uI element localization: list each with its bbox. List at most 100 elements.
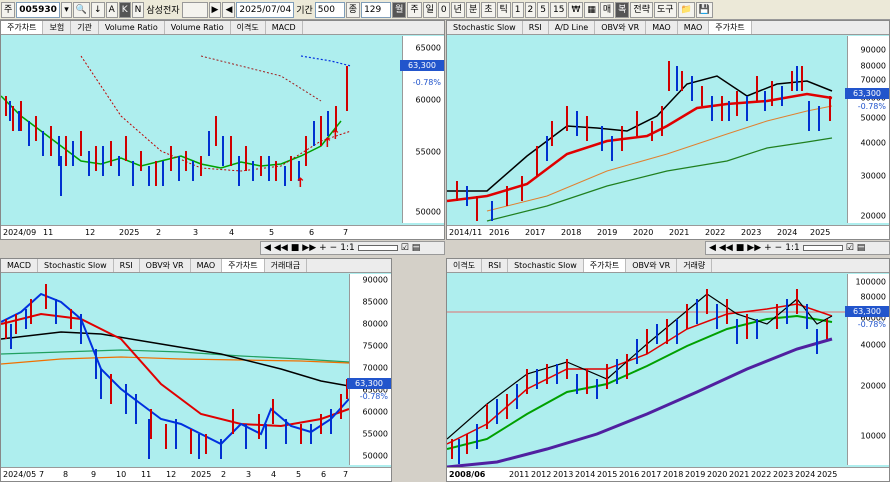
chart-panel-bottom-right[interactable]: 이격도 RSI Stochastic Slow 주가차트 OBV와 VR 거래량… bbox=[446, 258, 890, 482]
tab-mao[interactable]: MAO bbox=[191, 259, 223, 272]
scroll-left-icon[interactable]: ◀ bbox=[264, 243, 271, 253]
period-input[interactable]: 500 bbox=[314, 1, 345, 18]
btn-a[interactable]: A bbox=[105, 1, 118, 18]
date-input[interactable]: 2025/07/04 bbox=[236, 1, 295, 18]
tab-price-chart[interactable]: 주가차트 bbox=[583, 259, 627, 272]
tab-stochastic[interactable]: Stochastic Slow bbox=[447, 21, 523, 34]
ma-orange-line bbox=[1, 356, 350, 365]
zoom-slider[interactable] bbox=[357, 245, 398, 251]
x-tick: 2025 bbox=[817, 470, 838, 479]
name-blank-field[interactable] bbox=[181, 1, 208, 18]
y-tick: 100000 bbox=[855, 277, 886, 287]
zoom-slider[interactable] bbox=[802, 245, 843, 251]
candles-up bbox=[5, 284, 348, 454]
code-prefix[interactable]: 주 bbox=[1, 1, 16, 18]
plot-area[interactable] bbox=[447, 274, 849, 467]
save-icon[interactable]: 💾 bbox=[695, 1, 713, 18]
tab-disparity[interactable]: 이격도 bbox=[447, 259, 483, 272]
tab-bohum[interactable]: 보험 bbox=[43, 21, 72, 34]
tab-volume[interactable]: 거래량 bbox=[677, 259, 713, 272]
settings-icon[interactable]: ☑ bbox=[400, 243, 409, 253]
tab-trade-value[interactable]: 거래대금 bbox=[265, 259, 308, 272]
qty-input[interactable]: 129 bbox=[361, 1, 392, 18]
folder-icon[interactable]: 📁 bbox=[677, 1, 695, 18]
tab-volume-ratio-2[interactable]: Volume Ratio bbox=[165, 21, 231, 34]
interval-tick[interactable]: 틱 bbox=[496, 1, 511, 18]
chart-panel-top-right[interactable]: Stochastic Slow RSI A/D Line OBV와 VR MAO… bbox=[446, 20, 890, 240]
prev-icon[interactable]: ◀ bbox=[222, 1, 236, 18]
btn-tools[interactable]: 도구 bbox=[653, 1, 677, 18]
tab-volume-ratio[interactable]: Volume Ratio bbox=[99, 21, 165, 34]
interval-monthly[interactable]: 월 bbox=[392, 1, 407, 18]
ma-purple-line bbox=[447, 337, 833, 467]
tab-stochastic[interactable]: Stochastic Slow bbox=[38, 259, 114, 272]
interval-0[interactable]: 0 bbox=[437, 1, 450, 18]
tab-mao[interactable]: MAO bbox=[646, 21, 678, 34]
tab-rsi[interactable]: RSI bbox=[482, 259, 509, 272]
x-tick: 5 bbox=[269, 228, 275, 237]
tab-institution[interactable]: 기관 bbox=[71, 21, 99, 34]
won-icon[interactable]: ₩ bbox=[568, 1, 584, 18]
settings-icon[interactable]: ☑ bbox=[845, 243, 854, 253]
tab-price-chart[interactable]: 주가차트 bbox=[709, 21, 752, 34]
btn-trade[interactable]: 매 bbox=[599, 1, 615, 18]
stock-code-input[interactable]: 005930 bbox=[16, 1, 61, 18]
stop-icon[interactable]: ■ bbox=[735, 243, 745, 253]
rewind-icon[interactable]: ◀◀ bbox=[273, 243, 288, 253]
zoom-out-icon[interactable]: − bbox=[774, 243, 783, 253]
ratio-label[interactable]: 1:1 bbox=[785, 243, 800, 253]
fast-forward-icon[interactable]: ▶▶ bbox=[302, 243, 317, 253]
print-icon[interactable]: ▤ bbox=[856, 243, 866, 253]
interval-daily[interactable]: 일 bbox=[422, 1, 437, 18]
rewind-icon[interactable]: ◀◀ bbox=[718, 243, 733, 253]
tab-rsi[interactable]: RSI bbox=[523, 21, 549, 34]
interval-weekly[interactable]: 주 bbox=[407, 1, 422, 18]
tab-obv-vr[interactable]: OBV와 VR bbox=[626, 259, 678, 272]
tab-price-chart[interactable]: 주가차트 bbox=[222, 259, 265, 272]
interval-1[interactable]: 1 bbox=[511, 1, 524, 18]
stop-icon[interactable]: ■ bbox=[290, 243, 300, 253]
tab-rsi[interactable]: RSI bbox=[114, 259, 140, 272]
play-icon[interactable]: ▶ bbox=[208, 1, 222, 18]
plot-area[interactable]: ↑ ↑ ↑ bbox=[1, 36, 402, 223]
tab-stochastic[interactable]: Stochastic Slow bbox=[508, 259, 584, 272]
zoom-in-icon[interactable]: + bbox=[764, 243, 772, 253]
interval-minute[interactable]: 분 bbox=[465, 1, 481, 18]
plot-area[interactable] bbox=[447, 36, 847, 223]
plot-area[interactable] bbox=[1, 274, 350, 465]
tab-macd[interactable]: MACD bbox=[1, 259, 38, 272]
tab-ad-line[interactable]: A/D Line bbox=[549, 21, 596, 34]
interval-2[interactable]: 2 bbox=[524, 1, 537, 18]
interval-year[interactable]: 년 bbox=[450, 1, 465, 18]
tab-obv-vr[interactable]: OBV와 VR bbox=[140, 259, 191, 272]
tab-obv-vr[interactable]: OBV와 VR bbox=[595, 21, 647, 34]
tab-macd[interactable]: MACD bbox=[266, 21, 303, 34]
filter-icon[interactable]: ↓ bbox=[91, 1, 105, 18]
current-price-box: 63,300 bbox=[347, 378, 391, 389]
buy-signal-arrow-icon: ↑ bbox=[330, 128, 341, 143]
code-dropdown-icon[interactable]: ▾ bbox=[61, 1, 72, 18]
y-tick: 65000 bbox=[415, 43, 441, 53]
btn-multi[interactable]: 복 bbox=[615, 1, 630, 18]
grid-icon[interactable]: ▦ bbox=[584, 1, 599, 18]
zoom-in-icon[interactable]: + bbox=[319, 243, 327, 253]
interval-5[interactable]: 5 bbox=[537, 1, 549, 18]
fast-forward-icon[interactable]: ▶▶ bbox=[747, 243, 762, 253]
zoom-out-icon[interactable]: − bbox=[329, 243, 338, 253]
interval-15[interactable]: 15 bbox=[549, 1, 568, 18]
scroll-left-icon[interactable]: ◀ bbox=[709, 243, 716, 253]
print-icon[interactable]: ▤ bbox=[411, 243, 421, 253]
chart-panel-top-left[interactable]: 주가차트 보험 기관 Volume Ratio Volume Ratio 이격도… bbox=[0, 20, 445, 240]
ratio-label[interactable]: 1:1 bbox=[340, 243, 355, 253]
interval-second[interactable]: 초 bbox=[481, 1, 496, 18]
tab-price-chart[interactable]: 주가차트 bbox=[1, 21, 44, 34]
search-icon[interactable]: 🔍 bbox=[72, 1, 91, 18]
tab-disparity[interactable]: 이격도 bbox=[231, 21, 266, 34]
current-price-box: 63,300 bbox=[400, 60, 444, 71]
btn-k[interactable]: K bbox=[118, 1, 131, 18]
btn-n[interactable]: N bbox=[131, 1, 145, 18]
x-tick: 2024/09 bbox=[3, 228, 37, 237]
tab-mao-2[interactable]: MAO bbox=[678, 21, 710, 34]
btn-strategy[interactable]: 전략 bbox=[630, 1, 653, 18]
chart-panel-bottom-left[interactable]: MACD Stochastic Slow RSI OBV와 VR MAO 주가차… bbox=[0, 258, 392, 482]
